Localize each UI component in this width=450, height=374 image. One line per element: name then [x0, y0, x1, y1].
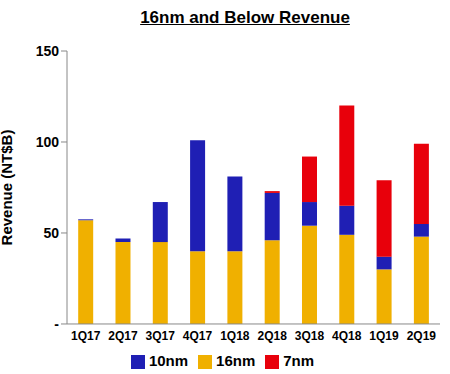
- svg-text:-: -: [54, 316, 59, 332]
- svg-text:150: 150: [36, 43, 60, 59]
- svg-text:Revenue (NT$B): Revenue (NT$B): [8, 130, 15, 246]
- svg-text:4Q17: 4Q17: [183, 329, 213, 343]
- svg-text:100: 100: [36, 134, 60, 150]
- svg-text:4Q18: 4Q18: [332, 329, 362, 343]
- svg-text:2Q18: 2Q18: [257, 329, 287, 343]
- svg-text:3Q17: 3Q17: [146, 329, 176, 343]
- svg-text:1Q17: 1Q17: [71, 329, 101, 343]
- html-text:7nm: 7nm: [283, 352, 315, 369]
- svg-text:3Q18: 3Q18: [295, 329, 325, 343]
- html-text:16nm and Below Revenue: 16nm and Below Revenue: [140, 8, 350, 27]
- svg-text:2Q17: 2Q17: [108, 329, 138, 343]
- html-text:16nm: 16nm: [216, 352, 256, 369]
- svg-text:2Q19: 2Q19: [407, 329, 437, 343]
- svg-text:1Q19: 1Q19: [369, 329, 399, 343]
- svg-text:50: 50: [43, 225, 59, 241]
- svg-text:1Q18: 1Q18: [220, 329, 250, 343]
- html-text:10nm: 10nm: [148, 352, 189, 369]
